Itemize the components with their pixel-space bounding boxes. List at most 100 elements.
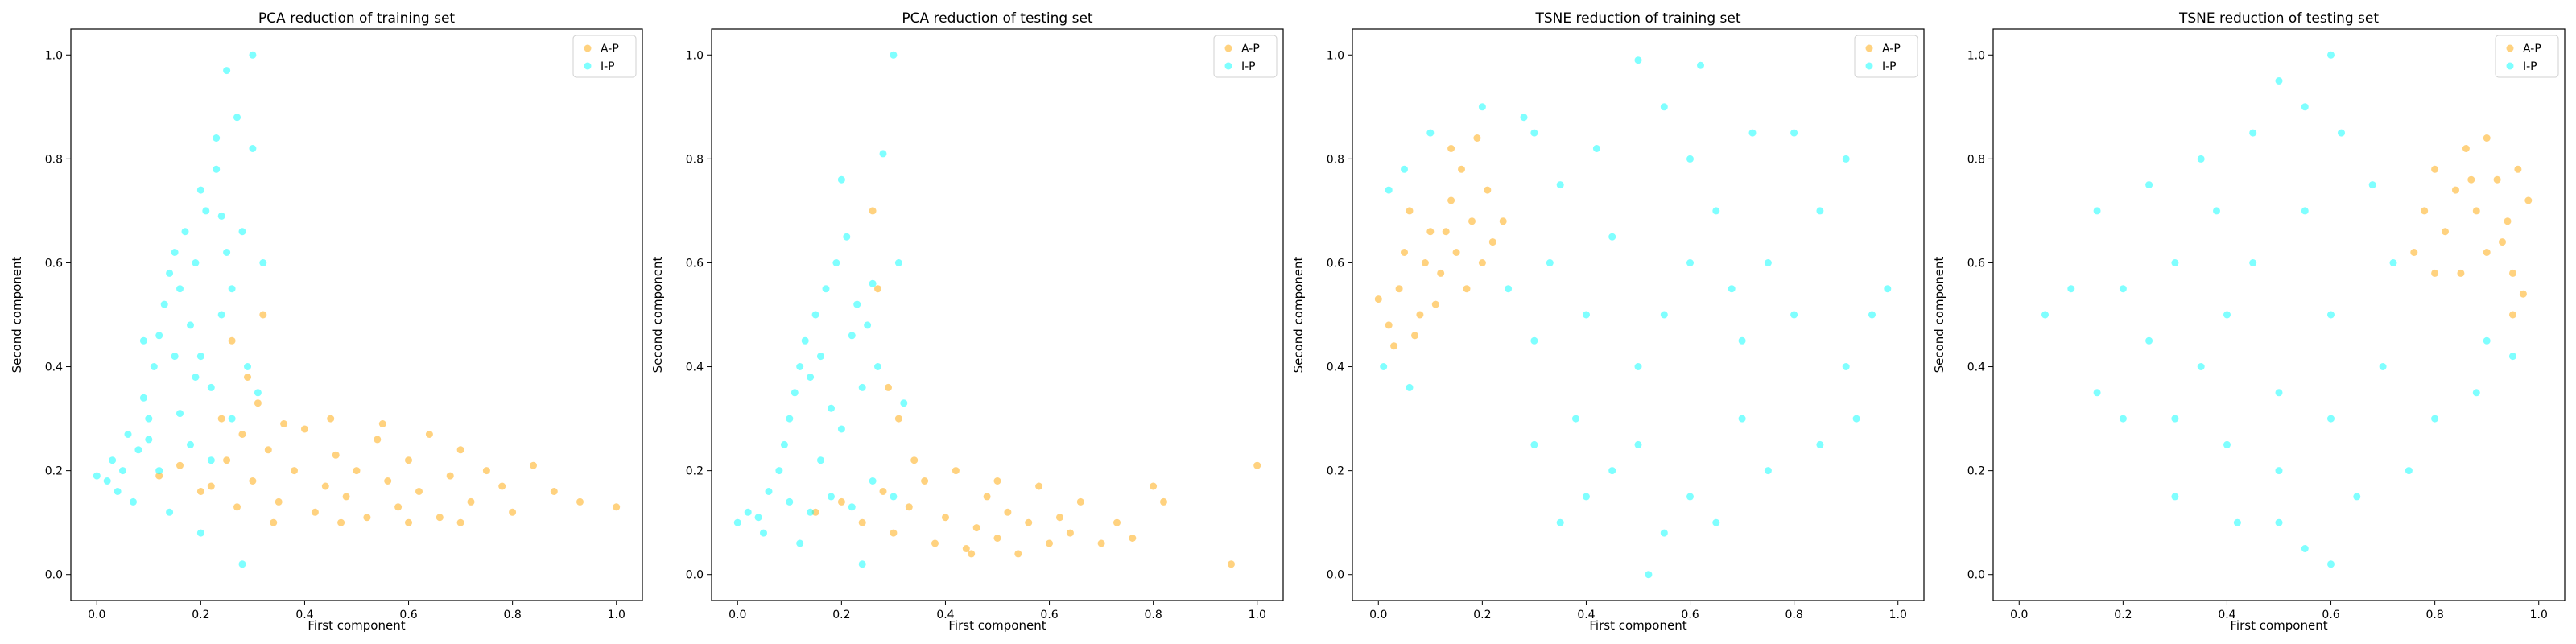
point-A-P	[244, 374, 251, 381]
y-tick-label: 0.8	[686, 153, 704, 166]
point-I-P	[1660, 103, 1668, 111]
point-I-P	[900, 399, 908, 407]
point-A-P	[259, 311, 267, 319]
point-I-P	[139, 336, 147, 345]
point-A-P	[327, 415, 335, 423]
point-I-P	[2301, 103, 2309, 111]
point-I-P	[2041, 311, 2049, 319]
legend-marker-I-P	[1865, 62, 1873, 70]
point-A-P	[1253, 461, 1261, 469]
point-I-P	[176, 410, 184, 418]
point-I-P	[853, 300, 861, 308]
legend: A-P I-P	[2495, 35, 2559, 78]
point-A-P	[280, 420, 288, 427]
legend-label-A-P: A-P	[601, 43, 619, 56]
x-tick-label: 0.6	[2322, 609, 2339, 621]
data-points	[733, 51, 1261, 568]
point-I-P	[1530, 129, 1538, 137]
point-A-P	[2493, 175, 2501, 184]
legend: A-P I-P	[1854, 35, 1918, 78]
point-A-P	[456, 446, 464, 454]
point-I-P	[2379, 363, 2387, 370]
point-I-P	[213, 134, 221, 142]
y-tick-label: 0.6	[1967, 257, 1985, 270]
point-A-P	[405, 456, 412, 464]
point-I-P	[2509, 353, 2516, 361]
point-I-P	[171, 249, 179, 256]
point-I-P	[832, 259, 840, 266]
point-I-P	[1385, 186, 1393, 194]
point-I-P	[196, 529, 204, 537]
point-A-P	[1478, 259, 1486, 266]
point-I-P	[2171, 493, 2179, 501]
point-I-P	[93, 472, 101, 480]
legend-marker-A-P	[1865, 44, 1873, 52]
axes-frame	[1352, 28, 1925, 601]
x-tick-label: 0.6	[399, 609, 417, 621]
legend-label-I-P: I-P	[1241, 60, 1256, 73]
point-I-P	[196, 186, 204, 194]
point-I-P	[869, 477, 877, 485]
point-I-P	[796, 363, 804, 370]
point-I-P	[124, 431, 132, 438]
point-I-P	[2145, 336, 2153, 345]
point-A-P	[2509, 269, 2516, 277]
point-I-P	[1478, 103, 1486, 111]
x-tick-label: 1.0	[608, 609, 625, 621]
point-I-P	[1530, 336, 1538, 345]
point-I-P	[2275, 467, 2283, 475]
point-A-P	[962, 545, 970, 552]
point-A-P	[1447, 145, 1455, 152]
point-A-P	[983, 493, 991, 501]
point-A-P	[291, 467, 298, 475]
point-I-P	[2213, 207, 2220, 215]
y-tick-label: 1.0	[45, 49, 63, 62]
point-I-P	[765, 488, 773, 495]
chart-title: TSNE reduction of training set	[1534, 10, 1740, 27]
legend-marker-I-P	[1224, 62, 1232, 70]
y-tick-label: 0.0	[686, 569, 704, 582]
point-I-P	[130, 497, 137, 506]
x-tick-label: 1.0	[1249, 609, 1266, 621]
point-I-P	[754, 514, 762, 522]
legend-label-I-P: I-P	[601, 60, 615, 73]
point-I-P	[1790, 311, 1798, 319]
point-I-P	[2389, 259, 2397, 266]
x-tick-label: 1.0	[1889, 609, 1907, 621]
point-A-P	[228, 336, 236, 345]
axes-frame	[1992, 28, 2566, 601]
point-I-P	[233, 114, 241, 122]
point-A-P	[2431, 165, 2439, 173]
x-axis-label: First component	[2230, 618, 2327, 633]
point-I-P	[894, 259, 902, 266]
point-I-P	[1686, 155, 1694, 163]
point-I-P	[254, 389, 262, 397]
point-I-P	[1426, 129, 1435, 137]
point-I-P	[1505, 285, 1513, 293]
y-tick-label: 0.6	[686, 257, 704, 270]
point-I-P	[207, 456, 215, 464]
point-I-P	[145, 436, 153, 444]
x-tick-label: 0.8	[504, 609, 522, 621]
legend-label-I-P: I-P	[1882, 60, 1897, 73]
x-tick-label: 0.4	[936, 609, 954, 621]
x-axis-label: First component	[308, 618, 405, 633]
point-A-P	[1046, 539, 1053, 547]
point-I-P	[858, 560, 866, 568]
point-A-P	[275, 497, 283, 506]
point-I-P	[1645, 571, 1653, 579]
point-A-P	[482, 467, 490, 475]
point-A-P	[1447, 196, 1455, 204]
scatter-panel-3: TSNE reduction of training set 0.0 0.2 0.4 0…	[1291, 10, 1925, 633]
point-I-P	[801, 336, 809, 345]
point-I-P	[1572, 415, 1579, 423]
point-A-P	[885, 383, 892, 391]
point-A-P	[446, 472, 454, 480]
point-I-P	[1712, 207, 1720, 215]
point-A-P	[378, 420, 386, 427]
point-I-P	[1660, 311, 1668, 319]
y-tick-label: 0.4	[686, 361, 704, 374]
point-A-P	[1458, 165, 1465, 173]
point-I-P	[786, 415, 794, 423]
point-A-P	[238, 431, 246, 438]
